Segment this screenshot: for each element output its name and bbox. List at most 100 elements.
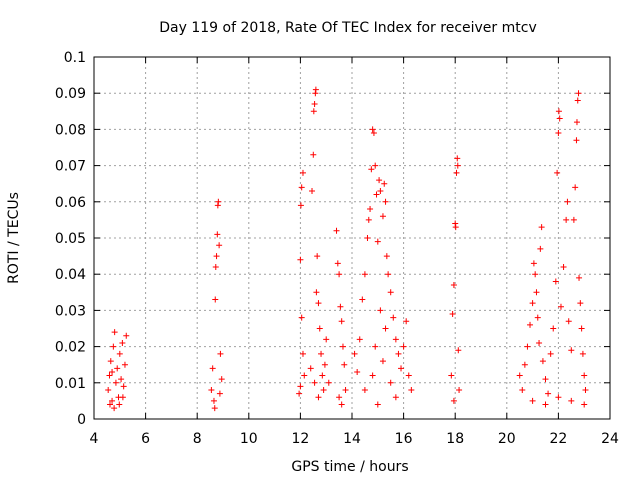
data-point — [210, 397, 217, 404]
data-point — [119, 394, 126, 401]
data-point — [215, 198, 222, 205]
data-point — [307, 365, 314, 372]
x-tick-label: 12 — [291, 431, 309, 447]
data-point — [313, 289, 320, 296]
data-point — [214, 202, 221, 209]
data-point — [356, 336, 363, 343]
data-point — [450, 397, 457, 404]
data-point — [216, 390, 223, 397]
data-point — [555, 130, 562, 137]
data-point — [318, 350, 325, 357]
data-point — [373, 191, 380, 198]
data-point — [521, 361, 528, 368]
data-point — [368, 166, 375, 173]
data-point — [118, 376, 125, 383]
data-point — [398, 365, 405, 372]
data-point — [336, 394, 343, 401]
data-point — [579, 350, 586, 357]
data-point — [105, 387, 112, 394]
data-point — [554, 169, 561, 176]
data-point — [392, 336, 399, 343]
x-tick-label: 18 — [446, 431, 464, 447]
data-point — [390, 314, 397, 321]
y-tick-label: 0.08 — [55, 122, 86, 138]
data-point — [114, 365, 121, 372]
plot-frame — [93, 56, 611, 420]
data-point — [319, 372, 326, 379]
data-point — [379, 213, 386, 220]
data-point — [452, 224, 459, 231]
data-point — [538, 224, 545, 231]
data-point — [120, 383, 127, 390]
data-point — [377, 307, 384, 314]
data-point — [121, 361, 128, 368]
y-tick-label: 0.04 — [55, 267, 86, 283]
data-point — [405, 372, 412, 379]
data-point — [392, 394, 399, 401]
data-point — [361, 271, 368, 278]
data-point — [301, 372, 308, 379]
data-point — [564, 198, 571, 205]
data-point — [395, 350, 402, 357]
chart-title: Day 119 of 2018, Rate Of TEC Index for r… — [159, 20, 536, 36]
data-point — [534, 314, 541, 321]
data-point — [387, 379, 394, 386]
data-point — [342, 387, 349, 394]
data-point — [298, 314, 305, 321]
data-point — [311, 379, 318, 386]
x-tick-label: 22 — [549, 431, 567, 447]
data-point — [532, 271, 539, 278]
data-point — [582, 387, 589, 394]
data-point — [119, 339, 126, 346]
data-point — [570, 216, 577, 223]
data-point — [320, 387, 327, 394]
data-point — [400, 343, 407, 350]
x-tick-label: 4 — [90, 431, 99, 447]
data-point — [557, 303, 564, 310]
data-point — [338, 401, 345, 408]
data-point — [321, 361, 328, 368]
data-point — [111, 405, 118, 412]
data-point — [299, 169, 306, 176]
data-point — [527, 321, 534, 328]
data-point — [560, 263, 567, 270]
data-point — [316, 325, 323, 332]
data-point — [296, 390, 303, 397]
data-points — [105, 86, 589, 412]
data-point — [577, 300, 584, 307]
data-point — [563, 216, 570, 223]
data-point — [533, 289, 540, 296]
data-point — [337, 303, 344, 310]
data-point — [382, 325, 389, 332]
data-point — [297, 256, 304, 263]
data-point — [408, 387, 415, 394]
data-point — [376, 177, 383, 184]
data-point — [361, 387, 368, 394]
y-tick-label: 0.02 — [55, 340, 86, 356]
data-point — [111, 329, 118, 336]
data-point — [123, 332, 130, 339]
data-point — [369, 126, 376, 133]
data-point — [572, 184, 579, 191]
data-point — [299, 350, 306, 357]
y-tick-label: 0.09 — [55, 86, 86, 102]
y-tick-label: 0 — [77, 412, 86, 428]
data-point — [213, 253, 220, 260]
data-point — [450, 282, 457, 289]
data-point — [370, 130, 377, 137]
data-point — [109, 368, 116, 375]
data-point — [323, 336, 330, 343]
data-point — [211, 405, 218, 412]
x-tick-label: 6 — [141, 431, 150, 447]
data-point — [581, 401, 588, 408]
data-point — [576, 274, 583, 281]
data-point — [315, 300, 322, 307]
data-point — [449, 311, 456, 318]
data-point — [555, 108, 562, 115]
data-point — [516, 372, 523, 379]
data-point — [341, 361, 348, 368]
data-point — [351, 350, 358, 357]
data-point — [519, 387, 526, 394]
data-point — [217, 350, 224, 357]
